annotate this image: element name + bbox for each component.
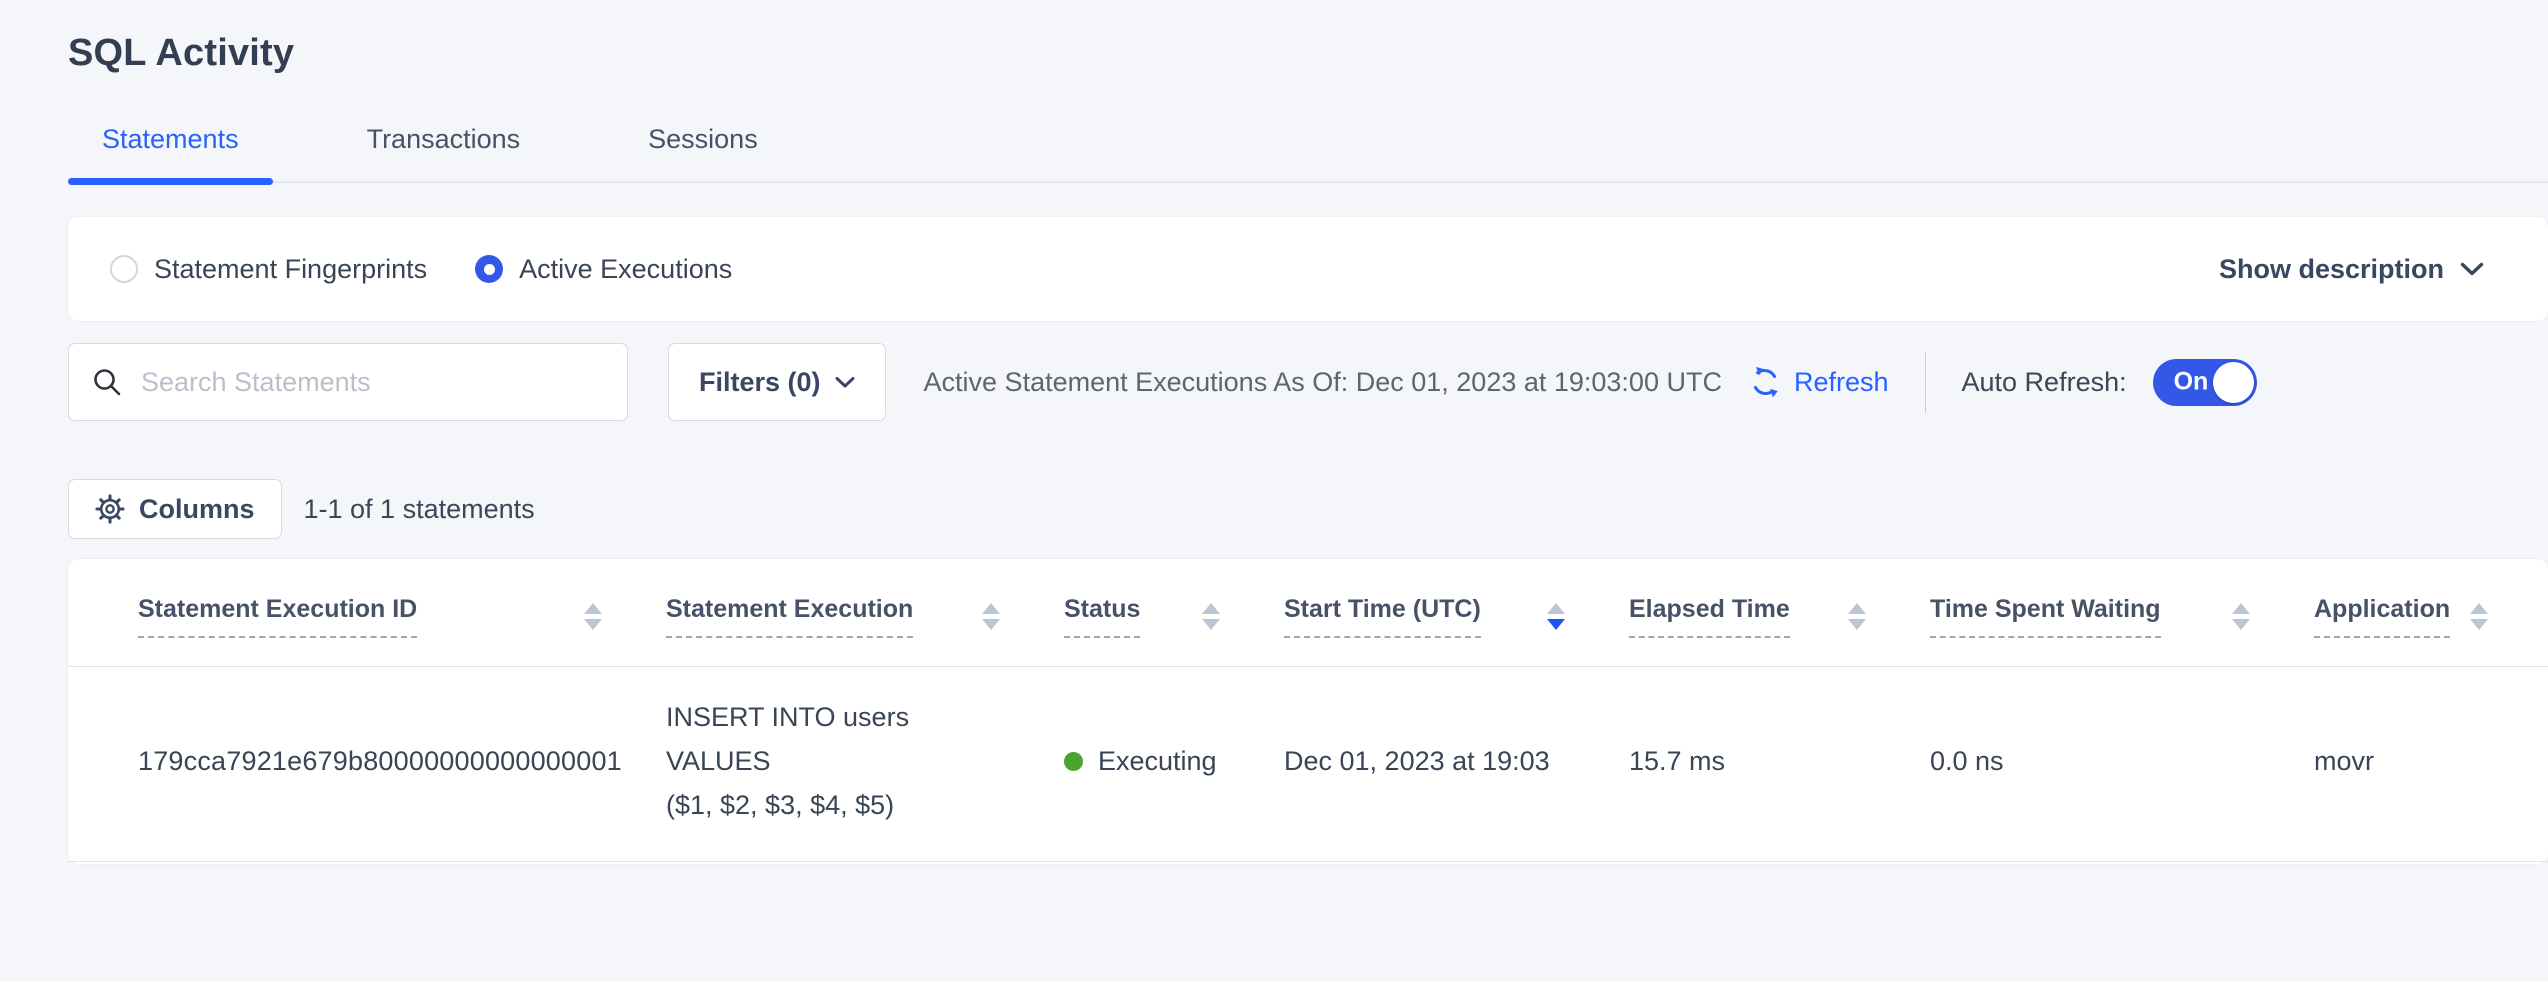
- sort-icon[interactable]: [982, 603, 1000, 630]
- radio-active-executions[interactable]: Active Executions: [475, 254, 732, 285]
- table-row[interactable]: 179cca7921e679b80000000000000001 INSERT …: [68, 666, 2548, 862]
- sort-icon[interactable]: [1848, 603, 1866, 630]
- tab-transactions[interactable]: Transactions: [366, 124, 521, 154]
- radio-label: Active Executions: [519, 253, 733, 284]
- toggle-knob[interactable]: [2212, 361, 2254, 403]
- tab-bar: Statements Transactions Sessions: [68, 124, 2548, 185]
- cell-start-time: Dec 01, 2023 at 19:03: [1284, 666, 1629, 862]
- statements-table: Statement Execution ID Statement Executi…: [68, 559, 2548, 862]
- columns-button-label: Columns: [139, 493, 255, 524]
- column-header-statement-execution[interactable]: Statement Execution: [666, 559, 1064, 667]
- results-count: 1-1 of 1 statements: [303, 493, 535, 524]
- columns-button[interactable]: Columns: [68, 479, 282, 539]
- radio-selected-icon[interactable]: [475, 255, 504, 283]
- column-header-application[interactable]: Application: [2314, 559, 2548, 667]
- cell-time-spent-waiting: 0.0 ns: [1930, 666, 2314, 862]
- column-header-status[interactable]: Status: [1064, 559, 1284, 667]
- chevron-down-icon: [2460, 262, 2484, 275]
- auto-refresh-toggle[interactable]: On: [2152, 358, 2257, 406]
- radio-statement-fingerprints[interactable]: Statement Fingerprints: [110, 254, 427, 285]
- column-header-time-spent-waiting[interactable]: Time Spent Waiting: [1930, 559, 2314, 667]
- cell-application: movr: [2314, 666, 2548, 862]
- sort-icon[interactable]: [2470, 603, 2489, 630]
- table-header-row: Statement Execution ID Statement Executi…: [68, 559, 2548, 667]
- refresh-icon: [1753, 366, 1778, 398]
- radio-label: Statement Fingerprints: [154, 253, 428, 284]
- table-toolbar: Columns 1-1 of 1 statements: [68, 479, 2548, 539]
- sql-activity-page: SQL Activity Statements Transactions Ses…: [0, 0, 2548, 864]
- tab-statements[interactable]: Statements: [68, 124, 273, 185]
- refresh-label: Refresh: [1793, 366, 1889, 397]
- radio-unselected-icon[interactable]: [110, 255, 138, 283]
- executing-status-dot-icon: [1064, 751, 1083, 771]
- refresh-button[interactable]: Refresh: [1748, 365, 1889, 399]
- sort-icon[interactable]: [2232, 603, 2250, 630]
- search-icon: [94, 369, 121, 396]
- as-of-timestamp: Active Statement Executions As Of: Dec 0…: [923, 366, 1722, 397]
- controls-row: Filters (0) Active Statement Executions …: [68, 343, 2548, 421]
- cell-execution-id: 179cca7921e679b80000000000000001: [68, 666, 666, 862]
- sort-icon[interactable]: [1202, 603, 1220, 630]
- chevron-down-icon: [835, 376, 855, 387]
- view-mode-panel: Statement Fingerprints Active Executions…: [68, 217, 2548, 321]
- statements-table-card: Statement Execution ID Statement Executi…: [68, 559, 2548, 864]
- column-header-statement-execution-id[interactable]: Statement Execution ID: [68, 559, 666, 667]
- cell-statement-execution[interactable]: INSERT INTO users VALUES ($1, $2, $3, $4…: [666, 666, 1064, 862]
- vertical-divider: [1924, 351, 1926, 413]
- filters-label: Filters (0): [699, 366, 821, 397]
- tab-sessions[interactable]: Sessions: [648, 124, 758, 154]
- sort-icon-active-desc[interactable]: [1547, 603, 1565, 630]
- gear-icon: [95, 494, 125, 524]
- column-header-start-time[interactable]: Start Time (UTC): [1284, 559, 1629, 667]
- cell-elapsed-time: 15.7 ms: [1629, 666, 1930, 862]
- filters-button[interactable]: Filters (0): [668, 343, 886, 421]
- show-description-toggle[interactable]: Show description: [2219, 254, 2484, 285]
- show-description-label: Show description: [2218, 253, 2444, 284]
- search-input[interactable]: [139, 365, 605, 399]
- search-box[interactable]: [68, 343, 628, 421]
- page-title: SQL Activity: [68, 32, 295, 74]
- auto-refresh-label: Auto Refresh:: [1961, 366, 2127, 397]
- column-header-elapsed-time[interactable]: Elapsed Time: [1629, 559, 1930, 667]
- toggle-state-label: On: [2173, 367, 2209, 396]
- sort-icon[interactable]: [584, 603, 602, 630]
- cell-status: Executing: [1064, 666, 1284, 862]
